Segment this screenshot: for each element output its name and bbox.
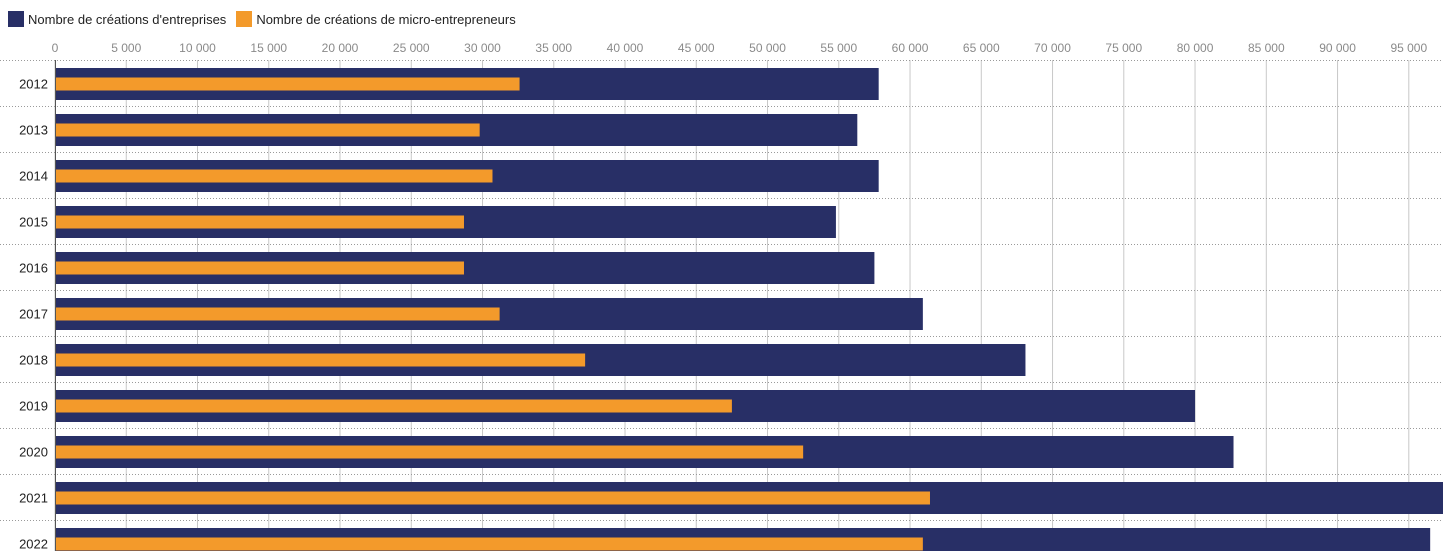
legend-swatch-entreprises — [8, 11, 24, 27]
x-tick-label-15: 75 000 — [1105, 41, 1142, 55]
bar-micro-2013[interactable] — [55, 123, 480, 137]
x-tick-label-8: 40 000 — [607, 41, 644, 55]
y-category-label-2020: 2020 — [19, 445, 48, 460]
x-tick-label-19: 95 000 — [1390, 41, 1427, 55]
legend-label-entreprises: Nombre de créations d'entreprises — [28, 11, 227, 27]
x-tick-label-11: 55 000 — [820, 41, 857, 55]
x-tick-label-3: 15 000 — [250, 41, 287, 55]
x-tick-label-12: 60 000 — [892, 41, 929, 55]
bar-micro-2015[interactable] — [55, 215, 464, 229]
bar-micro-2022[interactable] — [55, 537, 923, 551]
legend-item-entreprises[interactable]: Nombre de créations d'entreprises — [8, 11, 226, 27]
y-category-label-2017: 2017 — [19, 307, 48, 322]
x-tick-label-17: 85 000 — [1248, 41, 1285, 55]
y-category-label-2013: 2013 — [19, 123, 48, 138]
x-tick-label-1: 5 000 — [111, 41, 141, 55]
bar-micro-2018[interactable] — [55, 353, 586, 367]
x-tick-label-5: 25 000 — [393, 41, 430, 55]
x-tick-label-18: 90 000 — [1319, 41, 1356, 55]
x-tick-label-13: 65 000 — [963, 41, 1000, 55]
x-tick-label-6: 30 000 — [464, 41, 501, 55]
y-category-label-2021: 2021 — [19, 491, 48, 506]
x-tick-label-4: 20 000 — [322, 41, 359, 55]
y-category-label-2015: 2015 — [19, 215, 48, 230]
y-category-label-2016: 2016 — [19, 261, 48, 276]
bar-micro-2021[interactable] — [55, 491, 930, 505]
x-tick-label-16: 80 000 — [1177, 41, 1214, 55]
y-category-label-2022: 2022 — [19, 537, 48, 551]
bar-micro-2014[interactable] — [55, 169, 493, 183]
x-tick-label-2: 10 000 — [179, 41, 216, 55]
bar-micro-2016[interactable] — [55, 261, 464, 275]
bar-micro-2020[interactable] — [55, 445, 804, 459]
x-tick-label-0: 0 — [52, 41, 59, 55]
legend-swatch-micro — [236, 11, 253, 27]
bar-micro-2017[interactable] — [55, 307, 500, 321]
legend-label-micro: Nombre de créations de micro-entrepreneu… — [256, 11, 516, 27]
bar-micro-2019[interactable] — [55, 399, 732, 413]
y-category-label-2012: 2012 — [19, 77, 48, 92]
bar-micro-2012[interactable] — [55, 77, 520, 91]
legend-item-micro[interactable]: Nombre de créations de micro-entrepreneu… — [236, 11, 516, 27]
y-category-label-2019: 2019 — [19, 399, 48, 414]
x-tick-label-10: 50 000 — [749, 41, 786, 55]
y-category-label-2018: 2018 — [19, 353, 48, 368]
x-tick-label-7: 35 000 — [535, 41, 572, 55]
legend: Nombre de créations d'entreprises Nombre… — [8, 11, 526, 27]
y-category-label-2014: 2014 — [19, 169, 48, 184]
x-tick-label-14: 70 000 — [1034, 41, 1071, 55]
x-tick-label-9: 45 000 — [678, 41, 715, 55]
